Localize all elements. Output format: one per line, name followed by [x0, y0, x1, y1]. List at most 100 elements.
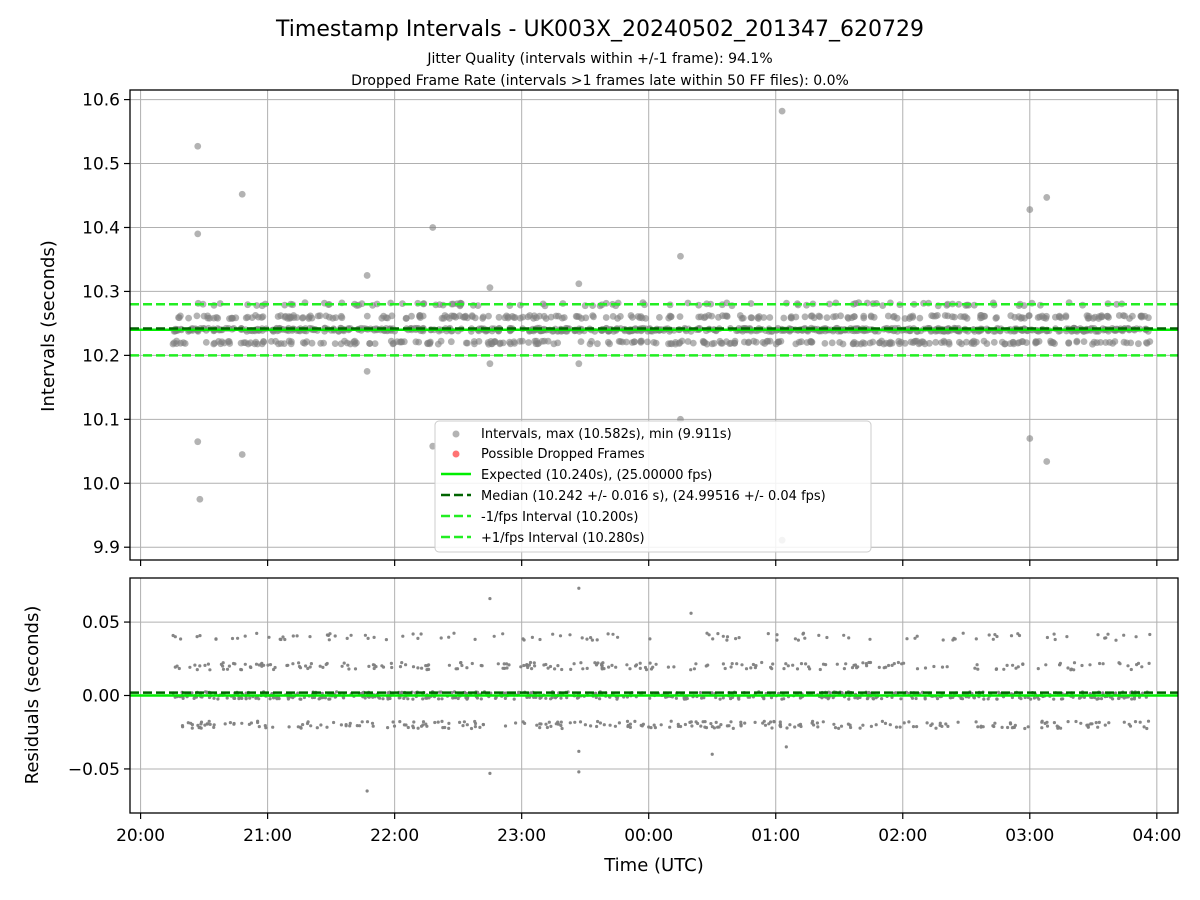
- residuals-point: [976, 725, 980, 729]
- residuals-point: [298, 666, 303, 670]
- residuals-point: [880, 697, 884, 701]
- residuals-point: [406, 697, 410, 701]
- residuals-point: [203, 663, 207, 668]
- residuals-point: [911, 725, 916, 729]
- residuals-point: [782, 667, 786, 671]
- residuals-point: [481, 723, 485, 727]
- residuals-point: [703, 725, 707, 729]
- residuals-point: [469, 726, 474, 731]
- residuals-point: [529, 691, 533, 695]
- residuals-point: [514, 721, 518, 725]
- residuals-point: [1010, 726, 1015, 730]
- intervals-outlier-point: [1043, 458, 1051, 465]
- residuals-point: [690, 724, 694, 728]
- intervals-point: [906, 315, 913, 322]
- residuals-point: [648, 661, 652, 665]
- residuals-point: [556, 664, 560, 668]
- residuals-point: [386, 691, 390, 695]
- residuals-point: [602, 723, 606, 727]
- residuals-point: [257, 663, 261, 667]
- intervals-point: [358, 300, 366, 308]
- residuals-point: [770, 726, 774, 730]
- residuals-point: [473, 719, 477, 724]
- intervals-point: [1120, 338, 1128, 346]
- residuals-point: [654, 662, 658, 666]
- residuals-point: [291, 662, 295, 666]
- residuals-point: [723, 666, 727, 671]
- residuals-x-tick-label: 20:00: [116, 826, 165, 846]
- intervals-outlier-point: [196, 495, 204, 503]
- intervals-y-tick-label: 10.5: [82, 155, 120, 175]
- residuals-point: [1080, 663, 1084, 668]
- residuals-point: [560, 667, 564, 672]
- residuals-point: [190, 691, 194, 695]
- residuals-point: [818, 667, 822, 672]
- residuals-point: [1023, 726, 1027, 731]
- intervals-point: [293, 314, 301, 321]
- residuals-point: [826, 697, 830, 701]
- residuals-point: [706, 663, 710, 667]
- residuals-x-tick-label: 02:00: [878, 826, 927, 846]
- residuals-point: [828, 691, 833, 695]
- intervals-outlier-point: [363, 272, 371, 279]
- residuals-point: [411, 697, 415, 701]
- residuals-point: [286, 697, 290, 701]
- residuals-point: [231, 661, 236, 666]
- residuals-point: [255, 631, 259, 636]
- residuals-point: [956, 720, 960, 724]
- residuals-point: [614, 665, 618, 669]
- residuals-point: [1016, 632, 1020, 636]
- residuals-point: [721, 662, 726, 666]
- intervals-point: [329, 314, 337, 322]
- residuals-point: [1096, 725, 1100, 729]
- intervals-point: [371, 340, 379, 347]
- intervals-point: [504, 313, 512, 321]
- residuals-point: [668, 725, 672, 729]
- residuals-point: [271, 725, 275, 729]
- intervals-point: [602, 314, 610, 321]
- residuals-point: [1072, 661, 1077, 665]
- residuals-x-tick-label: 23:00: [497, 826, 546, 846]
- residuals-point: [228, 721, 232, 725]
- residuals-point: [626, 724, 630, 729]
- intervals-point: [736, 312, 744, 319]
- residuals-point: [894, 691, 898, 695]
- legend-label-plus-1-fps: +1/fps Interval (10.280s): [481, 531, 645, 546]
- residuals-point: [318, 696, 322, 700]
- residuals-point: [898, 725, 902, 729]
- residuals-point: [388, 696, 392, 700]
- residuals-point: [1126, 664, 1130, 668]
- residuals-point: [320, 691, 324, 695]
- residuals-point: [1145, 726, 1149, 731]
- residuals-point: [992, 724, 996, 729]
- intervals-point: [560, 314, 568, 321]
- intervals-point: [1106, 339, 1113, 346]
- residuals-point: [236, 636, 240, 640]
- residuals-point: [760, 660, 764, 665]
- residuals-point: [459, 661, 463, 665]
- residuals-point: [568, 721, 572, 725]
- intervals-point: [614, 315, 621, 322]
- residuals-point: [940, 665, 945, 669]
- residuals-point: [503, 724, 508, 728]
- residuals-point: [729, 665, 733, 669]
- residuals-point: [502, 662, 506, 666]
- residuals-point: [847, 697, 851, 701]
- intervals-point: [1080, 338, 1088, 345]
- residuals-point: [301, 723, 305, 727]
- intervals-point: [928, 312, 936, 319]
- intervals-point: [448, 300, 456, 308]
- intervals-point: [554, 339, 562, 347]
- intervals-point: [594, 340, 601, 348]
- residuals-point: [812, 723, 816, 727]
- intervals-point: [755, 313, 763, 320]
- residuals-point: [735, 662, 739, 666]
- residuals-point: [221, 667, 226, 671]
- residuals-point: [589, 724, 593, 728]
- residuals-point: [766, 632, 770, 636]
- residuals-point: [737, 697, 741, 701]
- residuals-point: [1134, 635, 1138, 639]
- residuals-point: [401, 634, 405, 638]
- residuals-point: [913, 636, 917, 640]
- residuals-point: [786, 664, 790, 668]
